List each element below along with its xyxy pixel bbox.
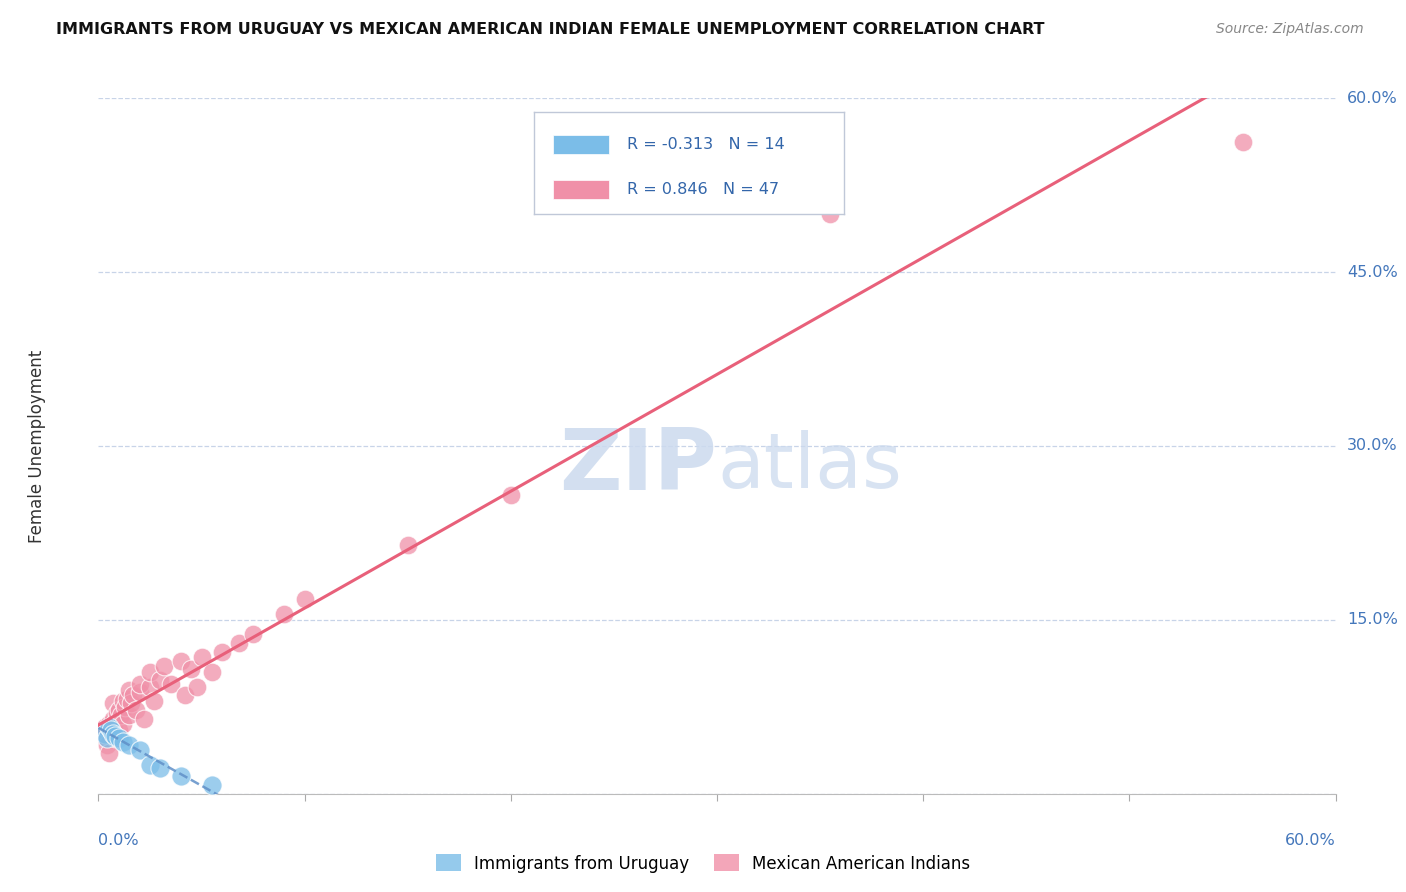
Text: R = 0.846   N = 47: R = 0.846 N = 47 xyxy=(627,182,779,197)
Point xyxy=(100,723,122,737)
Point xyxy=(139,680,162,694)
Point xyxy=(190,650,212,665)
Bar xyxy=(553,180,609,199)
Point xyxy=(104,714,127,729)
Point xyxy=(149,673,172,688)
Point xyxy=(101,712,124,726)
Text: 60.0%: 60.0% xyxy=(1347,91,1398,105)
Point xyxy=(499,488,522,502)
Point xyxy=(174,689,197,703)
Point xyxy=(91,729,114,743)
Text: 0.0%: 0.0% xyxy=(98,833,139,847)
Point xyxy=(118,738,141,752)
Point xyxy=(128,743,150,757)
Text: Source: ZipAtlas.com: Source: ZipAtlas.com xyxy=(1216,22,1364,37)
Point xyxy=(120,697,142,711)
Point xyxy=(153,659,176,673)
Point xyxy=(93,726,115,740)
Point xyxy=(170,769,193,784)
Point xyxy=(228,636,250,650)
Point xyxy=(124,703,146,717)
Point xyxy=(211,645,233,659)
Point xyxy=(201,665,224,680)
Point xyxy=(96,731,118,746)
Text: 45.0%: 45.0% xyxy=(1347,265,1398,279)
Point xyxy=(93,720,115,734)
Point xyxy=(105,706,128,720)
Text: 60.0%: 60.0% xyxy=(1285,833,1336,847)
Point xyxy=(242,627,264,641)
Point xyxy=(820,207,842,221)
Point xyxy=(396,537,419,551)
Point xyxy=(97,717,120,731)
Text: 15.0%: 15.0% xyxy=(1347,613,1398,627)
Point xyxy=(104,729,127,743)
Text: IMMIGRANTS FROM URUGUAY VS MEXICAN AMERICAN INDIAN FEMALE UNEMPLOYMENT CORRELATI: IMMIGRANTS FROM URUGUAY VS MEXICAN AMERI… xyxy=(56,22,1045,37)
Point xyxy=(114,699,136,714)
Point xyxy=(118,708,141,723)
Point xyxy=(97,720,120,734)
Point xyxy=(201,778,224,792)
Point xyxy=(128,676,150,690)
Point xyxy=(104,731,127,746)
Legend: Immigrants from Uruguay, Mexican American Indians: Immigrants from Uruguay, Mexican America… xyxy=(429,847,977,880)
Point xyxy=(170,653,193,667)
Bar xyxy=(553,135,609,153)
Point xyxy=(118,682,141,697)
Point xyxy=(112,735,135,749)
Point xyxy=(128,685,150,699)
Point xyxy=(101,697,124,711)
Point xyxy=(149,761,172,775)
Point xyxy=(110,708,132,723)
Text: 30.0%: 30.0% xyxy=(1347,439,1398,453)
Point xyxy=(112,717,135,731)
Point xyxy=(96,738,118,752)
Text: atlas: atlas xyxy=(717,430,901,504)
Point xyxy=(117,691,139,706)
Point xyxy=(101,726,124,740)
Point xyxy=(1232,135,1254,149)
Point xyxy=(132,712,155,726)
Point xyxy=(97,746,120,760)
Point xyxy=(273,607,295,621)
Point xyxy=(139,757,162,772)
Point xyxy=(122,689,145,703)
Point xyxy=(108,723,131,737)
Text: Female Unemployment: Female Unemployment xyxy=(28,350,45,542)
Point xyxy=(159,676,181,690)
Point xyxy=(112,694,135,708)
Point xyxy=(143,694,166,708)
Point xyxy=(100,723,122,737)
Point xyxy=(108,703,131,717)
Point xyxy=(139,665,162,680)
Point xyxy=(180,662,202,676)
Text: ZIP: ZIP xyxy=(560,425,717,508)
Point xyxy=(108,731,131,746)
Point xyxy=(294,592,316,607)
Point xyxy=(186,680,208,694)
Text: R = -0.313   N = 14: R = -0.313 N = 14 xyxy=(627,136,785,152)
